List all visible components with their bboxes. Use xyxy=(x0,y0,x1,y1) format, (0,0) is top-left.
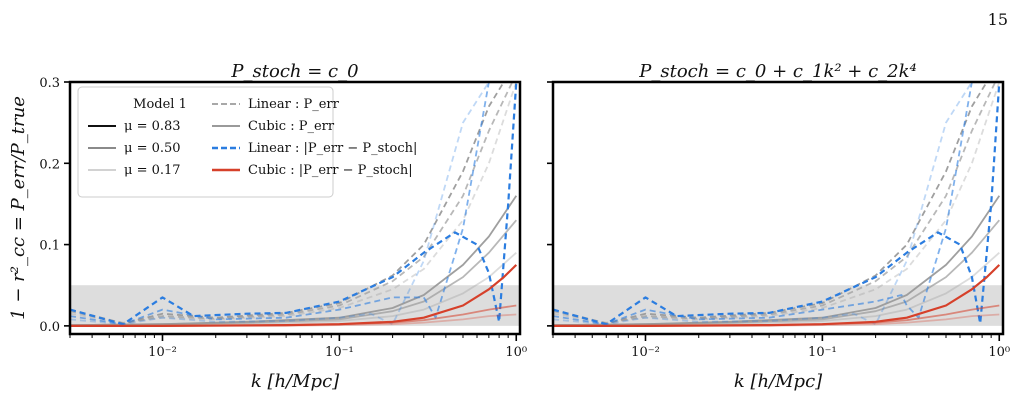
series-group xyxy=(70,82,518,327)
panel-left: 10⁻² 10⁻¹ 10⁰ 0.0 0.1 0.2 0.3 P_stoch = c_0k [h… xyxy=(8,61,527,392)
x-tick-label: 10⁻² xyxy=(631,345,660,360)
series-line-linear-mu050 xyxy=(70,82,517,326)
panel-right: 10⁻² 10⁻¹ 10⁰ P_stoch = c_0 + c_1k² + c_2k⁴… xyxy=(547,61,1010,392)
series-line-linear-mu050 xyxy=(553,82,997,325)
series-line-cubic-mu083 xyxy=(553,195,1001,326)
legend-label: μ = 0.50 xyxy=(124,141,181,156)
series-line-cubic-mu017 xyxy=(553,313,1000,327)
series-group xyxy=(553,82,1001,327)
plot-frame xyxy=(551,80,1005,336)
x-axis-title: k [h/Mpc] xyxy=(251,371,340,392)
y-tick-label: 0.2 xyxy=(39,157,60,172)
legend-label: μ = 0.17 xyxy=(124,163,181,178)
x-tick-label: 10⁻¹ xyxy=(325,345,354,360)
legend-title: Model 1 xyxy=(133,97,187,112)
legend-label: Linear : |P_err − P_stoch| xyxy=(248,141,417,156)
panel-title: P_stoch = c_0 + c_1k² + c_2k⁴ xyxy=(638,61,917,82)
x-axis-title: k [h/Mpc] xyxy=(734,371,823,392)
series-line-linear-mu017 xyxy=(70,82,490,326)
series-line-linear-mu050 xyxy=(70,82,514,325)
legend-label: Cubic : P_err xyxy=(248,119,335,134)
plot-frame xyxy=(68,80,522,336)
legend-label: μ = 0.83 xyxy=(124,119,181,134)
x-tick-label: 10⁰ xyxy=(505,345,527,360)
series-line-linear-mu083 xyxy=(70,82,505,325)
y-tick-label: 0.3 xyxy=(39,76,60,91)
series-line-linear-mu083 xyxy=(70,82,518,326)
series-line-linear-mu050 xyxy=(553,82,1000,326)
panel-title: P_stoch = c_0 xyxy=(230,61,358,82)
series-line-cubic-mu017 xyxy=(70,313,517,327)
legend: Model 1 μ = 0.83 μ = 0.50 μ = 0.17 Linear : … xyxy=(77,86,417,198)
series-line-cubic-mu050 xyxy=(70,304,517,327)
series-line-cubic-mu083 xyxy=(70,195,518,326)
y-tick-label: 0.1 xyxy=(39,239,60,254)
x-tick-label: 10⁻¹ xyxy=(808,345,837,360)
y-axis-title: 1 − r²_cc = P_err/P_true xyxy=(8,96,29,320)
series-line-cubic-mu050 xyxy=(553,304,1000,327)
x-tick-label: 10⁻² xyxy=(148,345,177,360)
legend-box xyxy=(77,86,334,198)
page-number: 15 xyxy=(987,10,1008,29)
series-line-linear-mu017 xyxy=(553,82,973,326)
x-tick-label: 10⁰ xyxy=(988,345,1010,360)
series-line-linear-mu083 xyxy=(553,82,988,325)
y-tick-label: 0.0 xyxy=(39,320,60,335)
legend-label: Cubic : |P_err − P_stoch| xyxy=(248,163,413,178)
legend-label: Linear : P_err xyxy=(248,97,340,112)
